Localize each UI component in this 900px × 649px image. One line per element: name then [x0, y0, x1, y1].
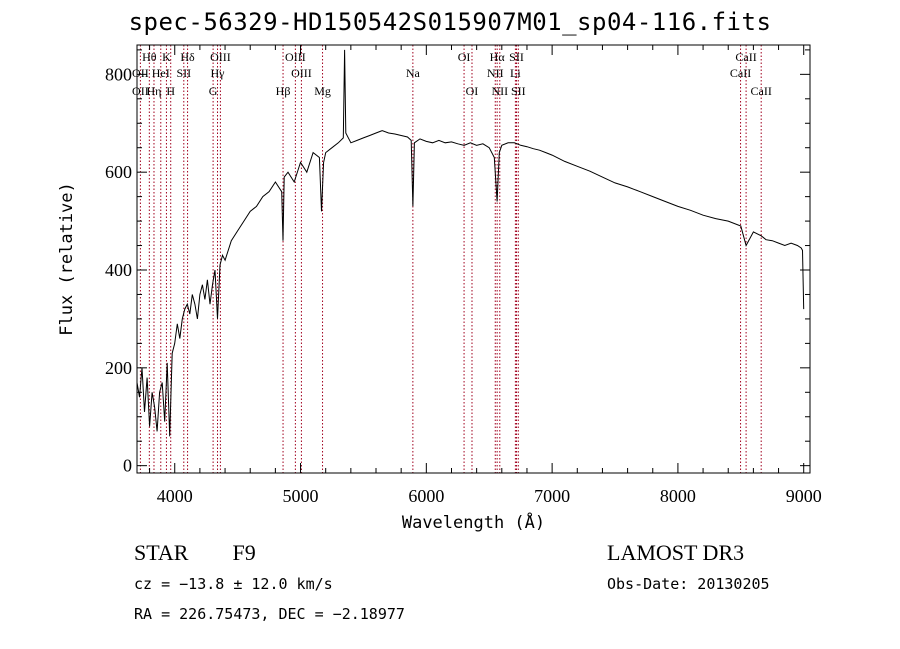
x-tick-label: 7000 — [534, 486, 570, 506]
line-label-21: NII — [491, 84, 508, 98]
obs-date: Obs-Date: 20130205 — [607, 575, 770, 593]
line-label-13: OIII — [285, 50, 306, 64]
line-label-9: OIII — [210, 50, 231, 64]
line-label-17: OI — [458, 50, 471, 64]
line-label-26: CaII — [730, 66, 751, 80]
line-label-12: Hβ — [276, 84, 291, 98]
line-label-23: Li — [510, 66, 521, 80]
line-label-20: NII — [487, 66, 504, 80]
line-label-4: HeI — [152, 66, 170, 80]
x-tick-label: 9000 — [786, 486, 822, 506]
x-tick-label: 4000 — [157, 486, 193, 506]
x-tick-label: 6000 — [408, 486, 444, 506]
line-label-5: K — [162, 50, 171, 64]
spectral-line-markers — [139, 45, 762, 473]
y-tick-label: 200 — [105, 358, 132, 378]
line-label-16: Na — [406, 66, 421, 80]
x-axis-label: Wavelength (Å) — [402, 511, 545, 533]
line-label-14: OIII — [291, 66, 312, 80]
line-label-6: H — [166, 84, 175, 98]
y-axis-label: Flux (relative) — [57, 182, 77, 336]
line-label-25: CaII — [735, 50, 756, 64]
line-label-10: Hγ — [211, 66, 226, 80]
plot-frame — [136, 44, 811, 474]
line-label-24: SII — [511, 84, 526, 98]
line-label-1: OII — [132, 66, 149, 80]
object-class: STAR F9 — [134, 540, 256, 566]
line-label-18: OI — [466, 84, 479, 98]
line-label-27: CaII — [751, 84, 772, 98]
y-tick-label: 0 — [123, 456, 132, 476]
line-label-7: Hδ — [180, 50, 195, 64]
line-label-22: SII — [509, 50, 524, 64]
line-label-8: SII — [176, 66, 191, 80]
line-label-3: Hη — [147, 84, 162, 98]
line-label-11: G — [209, 84, 218, 98]
x-tick-label: 8000 — [660, 486, 696, 506]
chart-title: spec-56329-HD150542S015907M01_sp04-116.f… — [128, 8, 772, 36]
x-tick-label: 5000 — [283, 486, 319, 506]
line-label-2: OII — [132, 84, 149, 98]
y-tick-label: 400 — [105, 260, 132, 280]
line-label-19: Hα — [490, 50, 506, 64]
survey-label: LAMOST DR3 — [607, 540, 745, 565]
spectrum-line — [136, 49, 805, 437]
redshift-readout: cz = −13.8 ± 12.0 km/s — [134, 575, 333, 593]
class-label: STAR — [134, 540, 189, 565]
y-tick-label: 800 — [105, 64, 132, 84]
axis-ticks: 4000 5000 6000 7000 8000 9000 0 200 400 600 800 — [105, 45, 822, 506]
subclass-label: F9 — [232, 540, 256, 565]
line-label-15: Mg — [314, 84, 331, 98]
coordinates-readout: RA = 226.75473, DEC = −2.18977 — [134, 605, 405, 623]
y-tick-label: 600 — [105, 162, 132, 182]
line-label-0: Hθ — [142, 50, 157, 64]
